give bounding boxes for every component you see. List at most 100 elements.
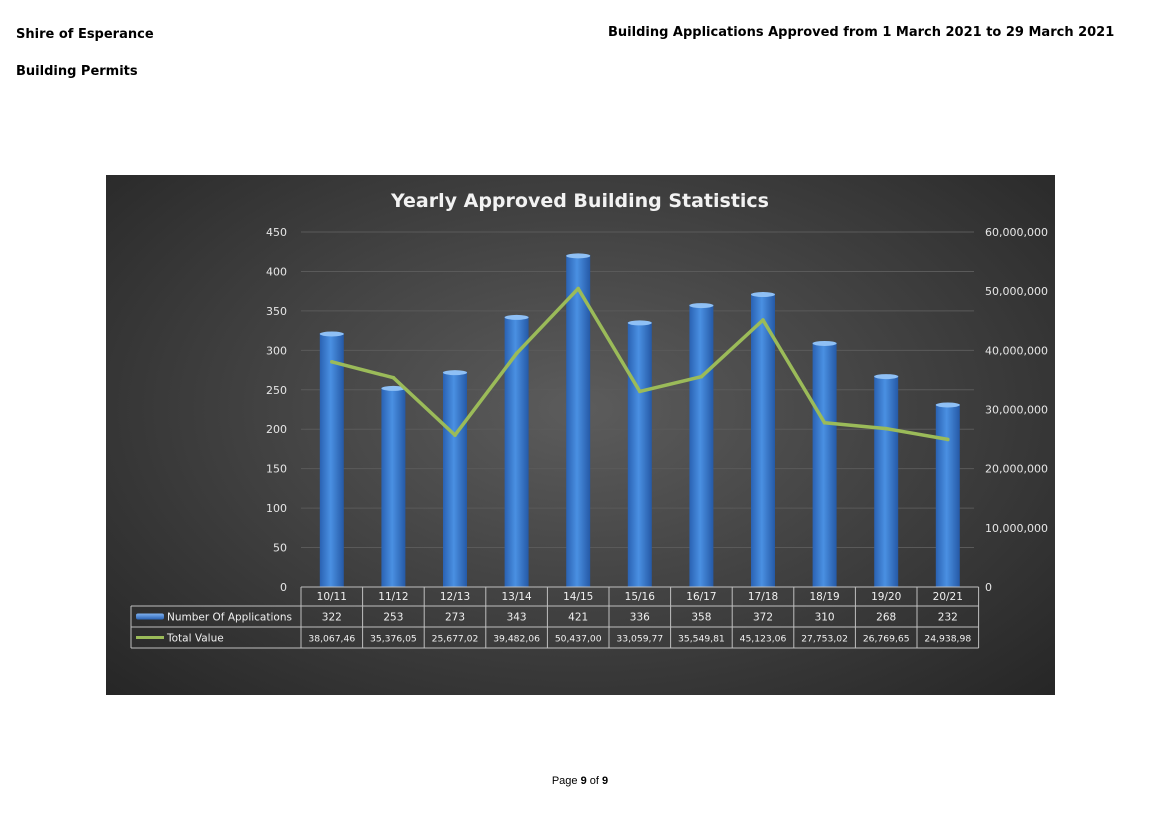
line-point [822, 420, 827, 425]
bar-cap [935, 402, 960, 408]
bar-cap [627, 320, 652, 326]
line-point [946, 437, 950, 442]
left-tick-label: 100 [266, 502, 287, 515]
right-tick-label: 10,000,000 [985, 522, 1048, 535]
category-label: 17/18 [748, 591, 778, 603]
table-cell: 273 [445, 612, 465, 624]
bar [627, 320, 652, 587]
bar-body [504, 316, 529, 587]
bar-cap [381, 385, 406, 391]
bar [504, 314, 529, 587]
bar-series [319, 253, 960, 587]
category-label: 11/12 [378, 591, 408, 603]
bar-body [935, 403, 960, 587]
category-label: 15/16 [625, 591, 656, 603]
left-axis: 0 50 100 150 200 250 300 350 400 450 [266, 226, 287, 594]
line-point [330, 359, 334, 364]
left-tick-label: 50 [273, 542, 287, 555]
right-tick-label: 30,000,000 [985, 404, 1048, 417]
left-tick-label: 300 [266, 344, 287, 357]
bar [812, 340, 837, 587]
table-cell: 26,769,65 [863, 634, 910, 645]
table-cell: 25,677,02 [432, 634, 479, 645]
bar-body [812, 342, 837, 587]
line-point [638, 389, 642, 394]
table-cell: 39,482,06 [493, 634, 540, 645]
table-cell: 35,376,05 [370, 634, 417, 645]
category-label: 16/17 [686, 591, 716, 603]
bar-cap [504, 314, 529, 320]
bar-cap [566, 253, 591, 259]
bar [689, 303, 714, 587]
bar [566, 253, 591, 587]
table-cell: 232 [938, 612, 958, 624]
bar-cap [874, 374, 899, 380]
table-cell: 358 [691, 612, 711, 624]
line-point [699, 374, 704, 379]
table-cell: 33,059,77 [616, 634, 663, 645]
category-label: 12/13 [440, 591, 470, 603]
left-tick-label: 0 [280, 581, 287, 594]
table-cell: 38,067,46 [308, 634, 355, 645]
bar-cap [812, 340, 837, 346]
category-label: 19/20 [871, 591, 901, 603]
report-title: Building Applications Approved from 1 Ma… [608, 25, 1115, 40]
bar-body [627, 321, 652, 587]
table-cell: 336 [630, 612, 650, 624]
line-point [514, 351, 519, 356]
left-tick-label: 200 [266, 423, 287, 436]
table-cell: 45,123,06 [740, 634, 787, 645]
legend-swatch-bar [136, 613, 164, 620]
chart-panel: Yearly Approved Building Statistics 0 50 1… [106, 175, 1055, 695]
table-cell: 50,437,00 [555, 634, 602, 645]
category-label: 13/14 [501, 591, 532, 603]
category-label: 18/19 [809, 591, 839, 603]
right-tick-label: 20,000,000 [985, 463, 1048, 476]
bar-cap [751, 292, 775, 298]
bar-body [689, 304, 714, 587]
left-tick-label: 450 [266, 226, 287, 239]
bar-body [319, 332, 344, 587]
category-label: 14/15 [563, 591, 593, 603]
page-total: 9 [602, 775, 609, 787]
right-tick-label: 0 [985, 581, 992, 594]
table-cell: 343 [507, 612, 527, 624]
table-cell: 253 [383, 612, 403, 624]
page-footer: Page 9 of 9 [0, 775, 1160, 787]
data-table: 10/11 11/12 12/13 13/14 14/15 15/16 16/17 17/18… [130, 586, 980, 649]
table-cell: 24,938,98 [924, 634, 971, 645]
table-cell: 322 [322, 612, 342, 624]
bar-cap [319, 331, 344, 337]
table-cell: 372 [753, 612, 773, 624]
line-point [391, 375, 396, 380]
right-tick-label: 40,000,000 [985, 344, 1048, 357]
line-point [576, 286, 580, 291]
right-tick-label: 50,000,000 [985, 285, 1048, 298]
bar [935, 402, 960, 587]
bar-body [381, 387, 406, 587]
series-label: Number Of Applications [167, 612, 292, 624]
bar-cap [443, 370, 467, 376]
line-point [761, 318, 765, 322]
category-label: 10/11 [317, 591, 347, 603]
series-label: Total Value [166, 633, 224, 645]
table-cell: 27,753,02 [801, 634, 848, 645]
bar [874, 374, 899, 587]
section-name: Building Permits [16, 64, 138, 79]
bar [381, 385, 406, 587]
left-tick-label: 400 [266, 265, 287, 278]
bar-body [751, 293, 775, 587]
page-word: Page [551, 775, 578, 787]
table-cell: 268 [876, 612, 896, 624]
table-cell: 310 [815, 612, 835, 624]
organisation-name: Shire of Esperance [16, 27, 154, 42]
bar-body [566, 254, 591, 587]
category-label: 20/21 [933, 591, 963, 603]
right-tick-label: 60,000,000 [985, 226, 1048, 239]
bar [443, 370, 467, 587]
line-series [330, 286, 950, 442]
bar-body [874, 375, 899, 587]
table-cell: 421 [568, 612, 588, 624]
right-axis: 0 10,000,000 20,000,000 30,000,000 40,000,00… [985, 226, 1048, 594]
bar [751, 292, 775, 587]
